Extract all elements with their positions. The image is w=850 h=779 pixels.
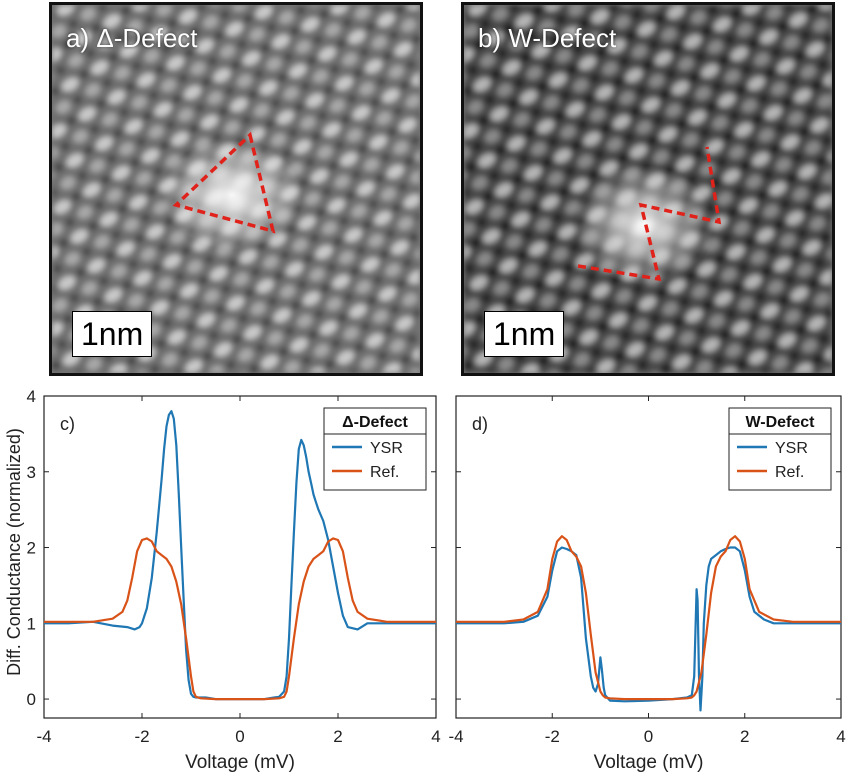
stm-image-delta-defect: a) Δ-Defect 1nm [49,2,423,376]
y-tick-label: 0 [27,690,36,709]
y-axis-label: Diff. Conductance (normalized) [4,428,24,676]
legend-title: W-Defect [745,414,815,431]
x-tick-label: 4 [836,727,845,746]
panel-label: c) [60,414,75,434]
series-line-ref [456,535,841,701]
x-tick-label: -4 [448,727,463,746]
legend-box [728,407,832,491]
triangle-marker [172,131,276,234]
panel-title-a: a) Δ-Defect [66,23,198,53]
scalebar-label-a: 1nm [72,311,153,357]
chart-panel-1: -4 -2 0 2 4 d) Voltage (mV) W-Defect YSR Ref. [448,395,846,773]
x-axis-label: Voltage (mV) [185,752,295,773]
legend-entry: Ref. [370,464,399,481]
w-shape-marker [577,146,722,282]
y-tick-label: 1 [27,614,36,633]
x-tick-label: -4 [36,727,51,746]
panel-title-b: b) W-Defect [478,23,617,53]
panel-label: d) [472,414,488,434]
x-tick-label: 2 [333,727,342,746]
y-tick-label: 2 [27,539,36,558]
x-axis-label: Voltage (mV) [594,752,704,773]
y-tick-label: 3 [27,463,36,482]
y-tick-label: 4 [27,387,36,406]
legend-box [323,407,427,491]
x-tick-label: 0 [644,727,653,746]
x-tick-label: -2 [545,727,560,746]
stm-image-w-defect: b) W-Defect 1nm [461,2,835,376]
x-tick-label: 2 [740,727,749,746]
x-tick-label: 4 [431,727,440,746]
x-tick-label: -2 [134,727,149,746]
legend-entry: YSR [370,440,403,457]
x-tick-label: 0 [235,727,244,746]
series-line-ref [44,537,436,701]
scalebar-label-b: 1nm [484,311,565,357]
legend-entry: YSR [775,440,808,457]
chart-panel-0: -4 -2 0 2 4 0 1 2 3 4 c) Voltage (mV) Δ-Defect YSR Ref… [27,387,441,773]
legend-entry: Ref. [775,464,804,481]
legend-title: Δ-Defect [342,414,408,431]
